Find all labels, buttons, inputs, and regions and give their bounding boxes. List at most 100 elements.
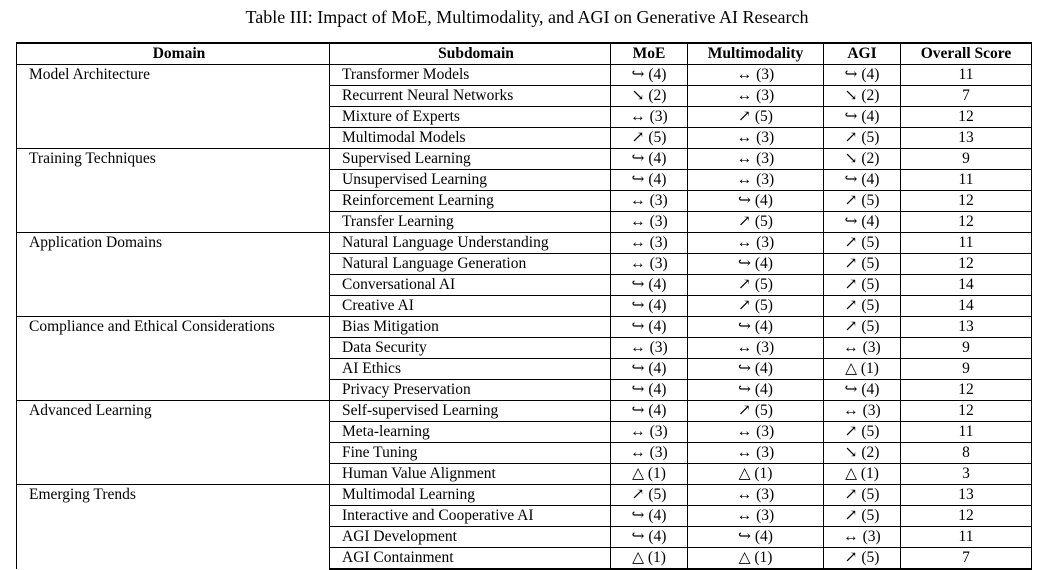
subdomain-cell: Unsupervised Learning [329,169,611,191]
overall-score-cell: 14 [900,295,1032,317]
overall-score-cell: 13 [900,127,1032,149]
moe-cell: ↪ (4) [610,64,688,86]
multimodality-cell: ↔ (3) [687,169,824,191]
domain-cell: Emerging Trends [16,484,330,569]
subdomain-cell: Natural Language Understanding [329,232,611,254]
overall-score-cell: 11 [900,232,1032,254]
overall-score-cell: 11 [900,64,1032,86]
table-row: AGI Development ↪ (4) ↪ (4) ↔ (3) 11 [17,526,1032,548]
subdomain-cell: Recurrent Neural Networks [329,85,611,107]
domain-cell: Advanced Learning [16,400,330,485]
moe-cell: ↪ (4) [610,169,688,191]
table-row: Recurrent Neural Networks ↘ (2) ↔ (3) ↘ (2)… [17,85,1032,107]
multimodality-cell: ↔ (3) [687,337,824,359]
subdomain-cell: Data Security [329,337,611,359]
subdomain-cell: Transfer Learning [329,211,611,233]
table-row: Emerging Trends Multimodal Learning ↗ (5) ↔… [16,484,1032,569]
moe-cell: ↔ (3) [610,190,688,212]
moe-cell: ↗ (5) [610,127,688,149]
multimodality-cell: ↗ (5) [687,400,824,422]
moe-cell: ↘ (2) [610,85,688,107]
moe-cell: ↔ (3) [610,211,688,233]
overall-score-cell: 12 [900,253,1032,275]
multimodality-cell: ↪ (4) [687,379,824,401]
overall-score-cell: 9 [900,337,1032,359]
domain-cell: Compliance and Ethical Considerations [16,316,330,401]
agi-cell: ↘ (2) [823,442,901,464]
table-row: Natural Language Generation ↔ (3) ↪ (4) ↗ (… [17,253,1032,275]
subdomain-cell: Privacy Preservation [329,379,611,401]
overall-score-cell: 8 [900,442,1032,464]
overall-score-cell: 13 [900,316,1032,338]
agi-cell: ↪ (4) [823,106,901,128]
agi-cell: △ (1) [823,358,901,380]
multimodality-cell: ↪ (4) [687,358,824,380]
agi-cell: ↔ (3) [823,400,901,422]
agi-cell: ↗ (5) [823,316,901,338]
agi-cell: ↪ (4) [823,211,901,233]
table-row: Data Security ↔ (3) ↔ (3) ↔ (3) 9 [17,337,1032,359]
overall-score-cell: 7 [900,547,1032,570]
table-row: Compliance and Ethical Considerations Bia… [16,316,1032,401]
subdomain-cell: Mixture of Experts [329,106,611,128]
overall-score-cell: 9 [900,358,1032,380]
table-row: Fine Tuning ↔ (3) ↔ (3) ↘ (2) 8 [17,442,1032,464]
header-domain: Domain [16,42,330,65]
multimodality-cell: ↪ (4) [687,316,824,338]
moe-cell: ↗ (5) [610,484,688,506]
table-row: Creative AI ↪ (4) ↗ (5) ↗ (5) 14 [17,295,1032,317]
moe-cell: ↪ (4) [610,400,688,422]
table-row: AI Ethics ↪ (4) ↪ (4) △ (1) 9 [17,358,1032,380]
multimodality-cell: ↗ (5) [687,106,824,128]
table-row: Transfer Learning ↔ (3) ↗ (5) ↪ (4) 12 [17,211,1032,233]
multimodality-cell: △ (1) [687,463,824,485]
multimodality-cell: ↪ (4) [687,253,824,275]
subdomain-cell: Creative AI [329,295,611,317]
header-moe: MoE [610,42,688,65]
multimodality-cell: △ (1) [687,547,824,570]
moe-cell: △ (1) [610,463,688,485]
moe-cell: △ (1) [610,547,688,570]
moe-cell: ↪ (4) [610,358,688,380]
overall-score-cell: 13 [900,484,1032,506]
multimodality-cell: ↔ (3) [687,127,824,149]
multimodality-cell: ↔ (3) [687,484,824,506]
overall-score-cell: 12 [900,190,1032,212]
moe-cell: ↪ (4) [610,379,688,401]
domain-cell: Application Domains [16,232,330,317]
table-row: Multimodal Models ↗ (5) ↔ (3) ↗ (5) 13 [17,127,1032,149]
subdomain-cell: Supervised Learning [329,148,611,170]
table-caption: Table III: Impact of MoE, Multimodality,… [245,7,809,27]
multimodality-cell: ↔ (3) [687,442,824,464]
subdomain-cell: Meta-learning [329,421,611,443]
multimodality-cell: ↔ (3) [687,64,824,86]
agi-cell: ↘ (2) [823,148,901,170]
subdomain-cell: Multimodal Learning [329,484,611,506]
agi-cell: ↔ (3) [823,526,901,548]
subdomain-cell: AI Ethics [329,358,611,380]
subdomain-cell: Transformer Models [329,64,611,86]
moe-cell: ↔ (3) [610,337,688,359]
table-row: Conversational AI ↪ (4) ↗ (5) ↗ (5) 14 [17,274,1032,296]
moe-cell: ↪ (4) [610,526,688,548]
subdomain-cell: Fine Tuning [329,442,611,464]
multimodality-cell: ↗ (5) [687,211,824,233]
agi-cell: ↪ (4) [823,379,901,401]
moe-cell: ↪ (4) [610,148,688,170]
overall-score-cell: 11 [900,169,1032,191]
multimodality-cell: ↔ (3) [687,148,824,170]
overall-score-cell: 12 [900,400,1032,422]
subdomain-cell: Interactive and Cooperative AI [329,505,611,527]
impact-table: Domain Subdomain MoE Multimodality AGI O… [16,42,1032,570]
multimodality-cell: ↔ (3) [687,421,824,443]
table-row: Model Architecture Transformer Models ↪ (4… [16,64,1032,149]
moe-cell: ↪ (4) [610,295,688,317]
overall-score-cell: 11 [900,421,1032,443]
table-row: Interactive and Cooperative AI ↪ (4) ↔ (3)… [17,505,1032,527]
subdomain-cell: Conversational AI [329,274,611,296]
agi-cell: ↗ (5) [823,253,901,275]
agi-cell: ↪ (4) [823,169,901,191]
multimodality-cell: ↪ (4) [687,190,824,212]
subdomain-cell: AGI Containment [329,547,611,570]
moe-cell: ↔ (3) [610,106,688,128]
